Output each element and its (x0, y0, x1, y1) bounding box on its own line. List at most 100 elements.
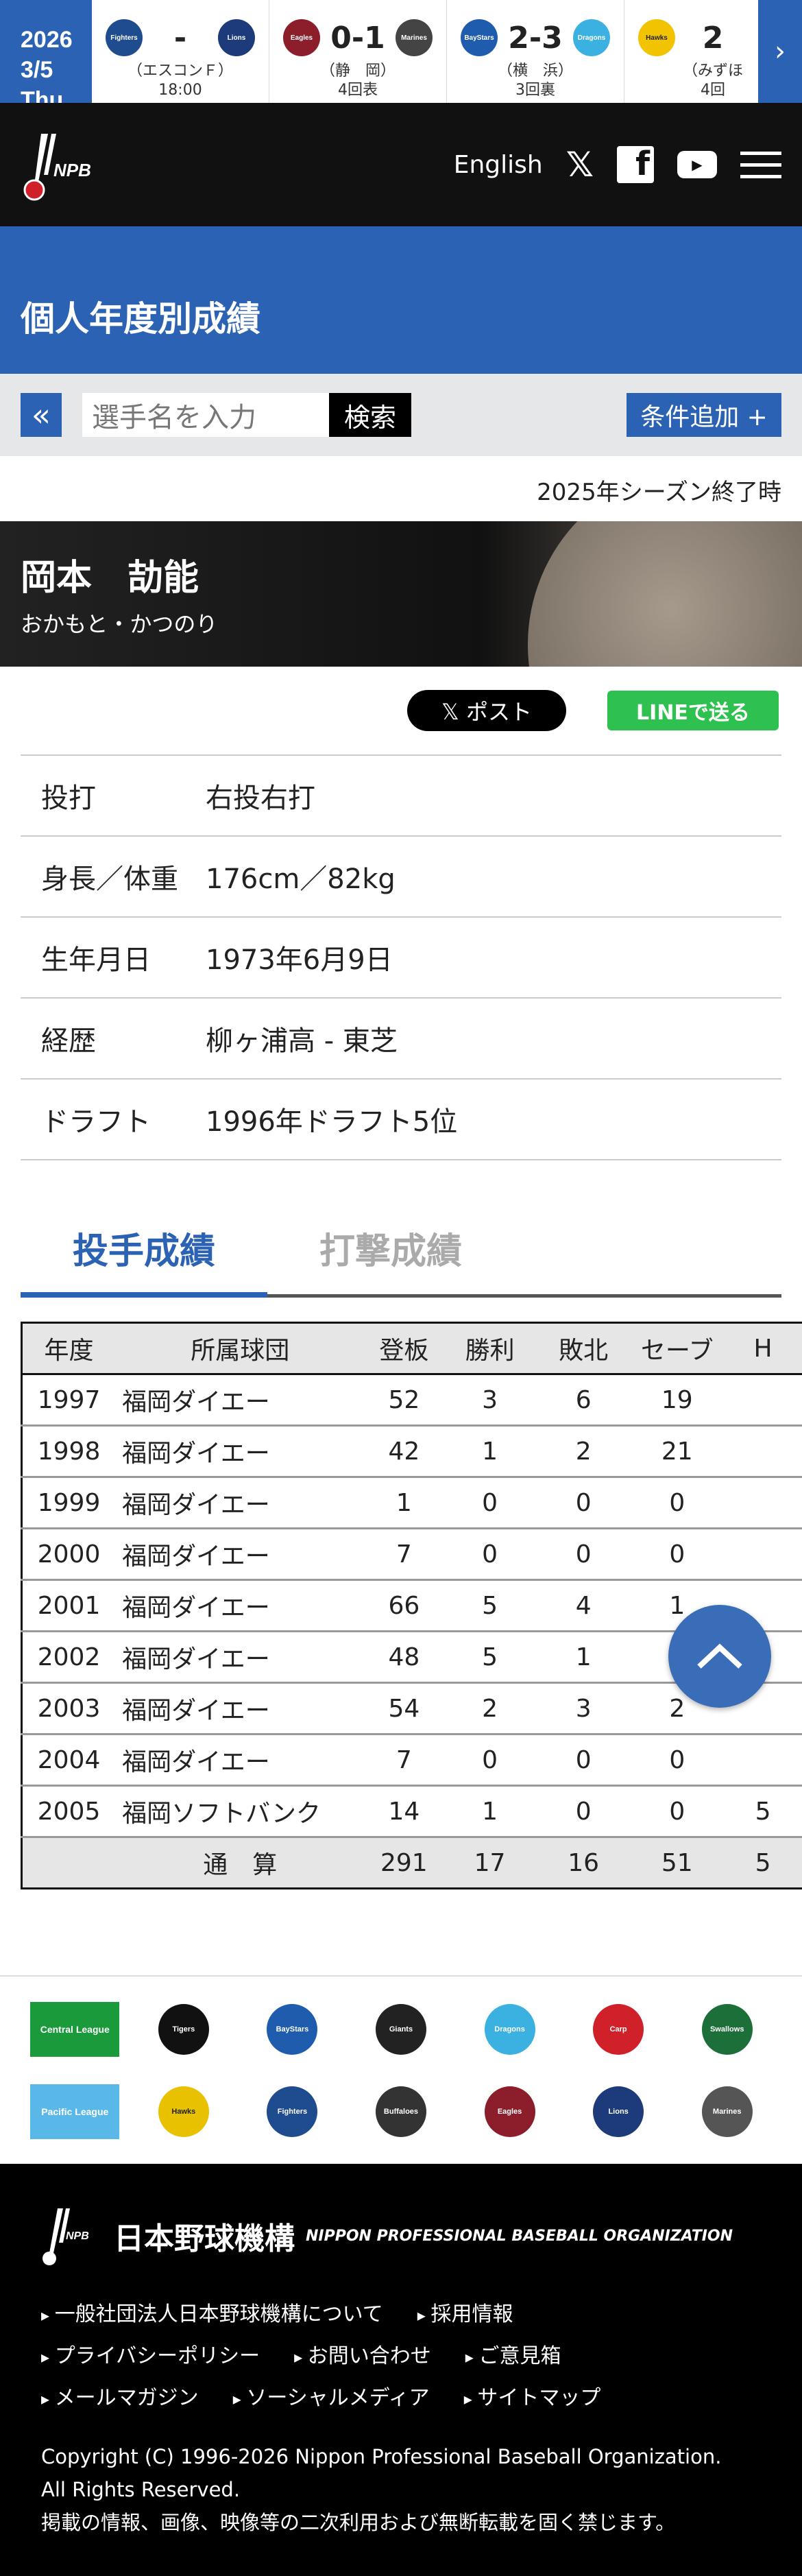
giants-logo-icon: Giants (375, 2003, 426, 2055)
x-post-button[interactable]: 𝕏 ポスト (407, 690, 566, 731)
table-cell: 6 (536, 1374, 631, 1427)
table-cell: 2000 (21, 1528, 116, 1581)
table-cell: 3 (443, 1374, 537, 1427)
team-logo-hawks[interactable]: Hawks (130, 2084, 239, 2139)
team-logo-dragons[interactable]: Dragons (455, 2002, 564, 2057)
table-cell: 0 (536, 1528, 631, 1581)
team-logo-buffaloes[interactable]: Buffaloes (347, 2084, 456, 2139)
menu-icon[interactable] (740, 151, 781, 178)
team-logo-fighters[interactable]: Fighters (238, 2084, 347, 2139)
table-cell: 1 (443, 1785, 537, 1838)
table-cell: 1999 (21, 1477, 116, 1529)
tab-pitching[interactable]: 投手成績 (21, 1195, 267, 1298)
footer-link[interactable]: サイトマップ (464, 2386, 601, 2410)
footer-link[interactable]: 一般社団法人日本野球機構について (41, 2302, 383, 2326)
team-logo-tigers[interactable]: Tigers (130, 2002, 239, 2057)
footer-link[interactable]: お問い合わせ (294, 2344, 431, 2368)
npb-logo-icon: NPB (42, 2208, 89, 2265)
footer-link[interactable]: メールマガジン (41, 2386, 199, 2410)
line-share-button[interactable]: LINEで送る (607, 691, 779, 730)
game-teams: Fighters - Lions (92, 0, 269, 56)
profile-row: ドラフト 1996年ドラフト5位 (21, 1080, 781, 1160)
central-league-logo-icon: Central League (30, 2001, 120, 2057)
footer-link[interactable]: ご意見箱 (465, 2344, 561, 2368)
youtube-icon[interactable]: ▶ (677, 151, 717, 178)
profile-value: 176cm／82kg (206, 863, 396, 895)
table-row: 1997 福岡ダイエー 52 3 6 19 (21, 1374, 802, 1427)
svg-text:NPB: NPB (53, 160, 91, 180)
game-card[interactable]: Eagles 0-1 Marines （静 岡） 4回表 (269, 0, 447, 103)
game-score: 2 (702, 20, 724, 56)
english-link[interactable]: English (453, 150, 543, 179)
team-logo-central-league[interactable]: Central League (21, 2001, 130, 2057)
team-logo-marines[interactable]: Marines (672, 2084, 781, 2139)
table-cell: 66 (365, 1579, 443, 1632)
game-score: 0-1 (330, 20, 385, 56)
table-cell: 0 (630, 1477, 725, 1529)
game-venue: （エスコンＦ） (127, 62, 233, 80)
table-cell: 1997 (21, 1374, 116, 1427)
tab-batting[interactable]: 打撃成績 (319, 1231, 462, 1272)
table-cell: 福岡ダイエー (115, 1631, 365, 1684)
footer-link[interactable]: 採用情報 (417, 2302, 513, 2326)
player-search-input[interactable]: 選手名を入力 (82, 393, 329, 437)
profile-table: 投打 右投右打 身長／体重 176cm／82kg 生年月日 1973年6月9日 経歴 柳ヶ浦高… (21, 754, 781, 1160)
scoreboard: 2026 3/5 Thu. Fighters - Lions （エスコンＦ） 18:00… (0, 0, 802, 113)
team-logo-carp[interactable]: Carp (564, 2002, 673, 2057)
table-cell: 5 (724, 1785, 802, 1838)
team-logo-giants[interactable]: Giants (347, 2002, 456, 2057)
team-logo-swallows[interactable]: Swallows (672, 2002, 781, 2057)
table-cell: 0 (443, 1528, 537, 1581)
profile-label: ドラフト (41, 1106, 151, 1138)
npb-logo[interactable]: NPB (21, 127, 117, 202)
back-button[interactable]: « (21, 393, 62, 437)
table-cell (724, 1425, 802, 1478)
x-icon[interactable]: 𝕏 (566, 145, 594, 184)
table-cell: 3 (536, 1682, 631, 1735)
search-button[interactable]: 検索 (329, 393, 411, 437)
copyright: Copyright (C) 1996-2026 Nippon Professio… (41, 2445, 722, 2468)
table-cell: 2003 (21, 1682, 116, 1735)
profile-label: 投打 (41, 783, 96, 814)
profile-label: 経歴 (41, 1025, 96, 1057)
game-card[interactable]: BayStars 2-3 Dragons （横 浜） 3回裏 (447, 0, 624, 103)
add-condition-button[interactable]: 条件追加 + (627, 393, 781, 437)
table-cell: 7 (365, 1734, 443, 1787)
table-cell: 5 (443, 1631, 537, 1684)
table-cell: 2 (536, 1425, 631, 1478)
profile-row: 経歴 柳ヶ浦高 - 東芝 (21, 999, 781, 1080)
player-kana: おかもと・かつのり (21, 611, 218, 637)
column-header: 勝利 (443, 1322, 537, 1375)
total-cell (21, 1837, 116, 1889)
page-title: 個人年度別成績 (0, 226, 802, 374)
table-cell: 2004 (21, 1734, 116, 1787)
table-cell: 14 (365, 1785, 443, 1838)
table-cell: 福岡ソフトバンク (115, 1785, 365, 1838)
game-card[interactable]: Fighters - Lions （エスコンＦ） 18:00 (92, 0, 269, 103)
table-cell (724, 1734, 802, 1787)
profile-label: 身長／体重 (41, 863, 178, 895)
table-cell: 19 (630, 1374, 725, 1427)
team-logo-eagles[interactable]: Eagles (455, 2084, 564, 2139)
home-team-logo: Hawks (638, 19, 675, 56)
pacific-league-logo-icon: Pacific League (30, 2084, 120, 2139)
game-score: - (173, 20, 187, 56)
table-row: 1998 福岡ダイエー 42 1 2 21 (21, 1425, 802, 1478)
next-games-button[interactable]: › (758, 0, 802, 103)
team-logo-baystars[interactable]: BayStars (238, 2002, 347, 2057)
player-banner: 岡本 劼能 おかもと・かつのり (0, 521, 802, 667)
site-footer: NPB 日本野球機構 NIPPON PROFESSIONAL BASEBALL … (0, 2164, 802, 2576)
chevron-up-icon (697, 1643, 742, 1669)
footer-link[interactable]: プライバシーポリシー (41, 2344, 260, 2368)
team-logo-pacific-league[interactable]: Pacific League (21, 2084, 130, 2139)
footer-link[interactable]: ソーシャルメディア (233, 2386, 430, 2410)
home-team-logo: BayStars (461, 19, 498, 56)
game-teams: BayStars 2-3 Dragons (447, 0, 624, 56)
scroll-to-top-button[interactable] (668, 1605, 771, 1708)
table-cell: 0 (536, 1785, 631, 1838)
facebook-icon[interactable]: f (617, 145, 654, 183)
lions-logo-icon: Lions (593, 2086, 644, 2137)
column-header: H (724, 1322, 802, 1375)
team-logo-lions[interactable]: Lions (564, 2084, 673, 2139)
table-cell: 5 (443, 1579, 537, 1632)
